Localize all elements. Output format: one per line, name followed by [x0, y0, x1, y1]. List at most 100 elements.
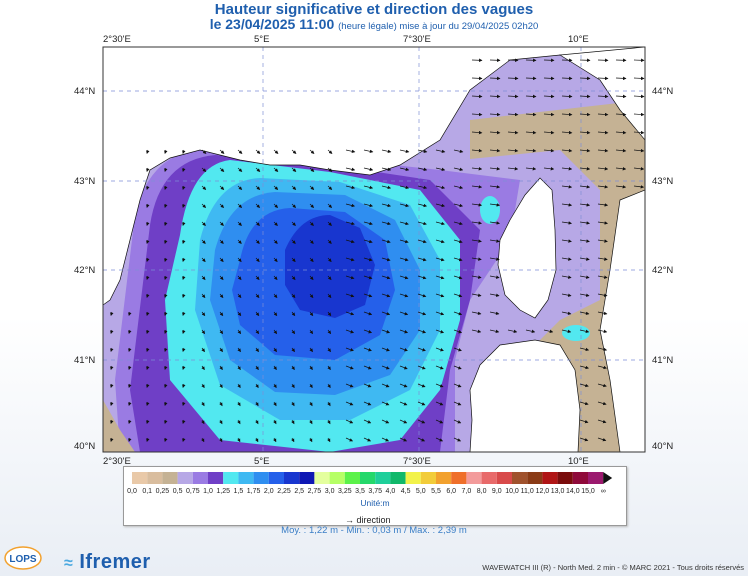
- direction-arrow-icon: [164, 239, 168, 245]
- direction-arrow-icon: [597, 275, 608, 279]
- legend-swatch: [375, 472, 391, 484]
- direction-arrow-icon: [579, 130, 591, 135]
- direction-arrow-icon: [345, 347, 354, 352]
- direction-arrow-icon: [471, 275, 482, 279]
- direction-arrow-icon: [201, 221, 206, 227]
- direction-arrow-icon: [381, 221, 391, 226]
- direction-arrow-icon: [219, 149, 225, 154]
- lat-label-right-2: 43°N: [652, 176, 674, 187]
- direction-arrow-icon: [309, 365, 313, 371]
- direction-arrow-icon: [399, 167, 410, 172]
- direction-arrow-icon: [327, 185, 333, 190]
- direction-arrow-icon: [327, 347, 331, 353]
- direction-arrow-icon: [164, 437, 168, 443]
- direction-arrow-icon: [453, 203, 464, 208]
- direction-arrow-icon: [489, 112, 501, 117]
- direction-arrow-icon: [219, 329, 224, 335]
- direction-arrow-icon: [327, 329, 332, 335]
- direction-arrow-icon: [345, 239, 355, 244]
- direction-arrow-icon: [597, 130, 609, 135]
- direction-arrow-icon: [291, 401, 295, 407]
- legend-value: 3,25: [337, 488, 352, 495]
- direction-arrow-icon: [453, 221, 463, 226]
- direction-arrow-icon: [255, 437, 259, 443]
- direction-arrow-icon: [237, 203, 243, 209]
- direction-arrow-icon: [164, 203, 168, 209]
- direction-arrow-icon: [507, 130, 519, 135]
- direction-arrow-icon: [471, 112, 483, 117]
- direction-arrow-icon: [597, 257, 608, 261]
- direction-arrow-icon: [417, 239, 427, 244]
- legend-swatch: [436, 472, 452, 484]
- direction-arrow-icon: [381, 203, 392, 208]
- direction-arrow-icon: [309, 203, 315, 209]
- legend-swatch: [208, 472, 224, 484]
- lat-label-right-3: 42°N: [652, 265, 674, 276]
- map-frame: [102, 46, 646, 453]
- direction-arrow-icon: [128, 329, 132, 335]
- legend-value: 1,75: [246, 488, 261, 495]
- direction-arrow-icon: [182, 347, 186, 353]
- direction-arrow-icon: [453, 167, 464, 172]
- direction-arrow-icon: [291, 311, 296, 317]
- direction-arrow-icon: [471, 293, 482, 297]
- legend-value: 4,0: [385, 488, 396, 495]
- direction-arrow-icon: [327, 257, 332, 263]
- legend-swatch: [299, 472, 315, 484]
- direction-arrow-icon: [525, 166, 537, 171]
- lat-label-left-4: 41°N: [74, 355, 96, 366]
- direction-arrow-icon: [507, 329, 518, 334]
- direction-arrow-icon: [381, 185, 392, 190]
- direction-arrow-icon: [561, 221, 572, 225]
- direction-arrow-icon: [291, 347, 295, 353]
- direction-arrow-icon: [327, 401, 331, 407]
- direction-arrow-icon: [363, 257, 373, 262]
- direction-arrow-icon: [579, 112, 591, 117]
- direction-arrow-icon: [201, 365, 205, 371]
- legend-value: 7,0: [461, 488, 472, 495]
- direction-arrow-icon: [201, 383, 205, 389]
- direction-arrow-icon: [273, 365, 277, 371]
- direction-arrow-icon: [164, 365, 168, 371]
- direction-arrow-icon: [327, 203, 333, 209]
- direction-arrow-icon: [399, 275, 409, 280]
- legend-swatch: [542, 472, 558, 484]
- direction-arrow-icon: [201, 347, 205, 353]
- direction-arrow-icon: [345, 419, 354, 424]
- direction-arrow-icon: [164, 149, 168, 155]
- legend-value: 11,0: [520, 488, 534, 495]
- direction-arrow-icon: [435, 347, 444, 352]
- direction-arrow-icon: [219, 419, 223, 425]
- direction-arrow-icon: [237, 185, 243, 190]
- direction-arrow-icon: [435, 401, 444, 406]
- direction-arrow-icon: [453, 347, 462, 352]
- stats-line: Moy. : 1,22 m - Min. : 0,03 m / Max. : 2…: [281, 525, 467, 536]
- direction-arrow-icon: [309, 185, 315, 190]
- direction-arrow-icon: [219, 293, 224, 299]
- direction-arrow-icon: [273, 401, 277, 407]
- direction-arrow-icon: [489, 293, 500, 297]
- legend-value: 0,25: [155, 488, 170, 495]
- direction-arrow-icon: [597, 185, 609, 189]
- direction-arrow-icon: [597, 437, 607, 442]
- lon-label-bottom-3: 7°30'E: [403, 456, 431, 467]
- direction-arrow-icon: [435, 383, 444, 388]
- direction-arrow-icon: [597, 239, 608, 243]
- direction-arrow-icon: [435, 185, 446, 190]
- lat-label-left-3: 42°N: [74, 265, 96, 276]
- direction-arrow-icon: [525, 112, 537, 117]
- direction-arrow-icon: [489, 94, 501, 99]
- direction-arrow-icon: [363, 203, 374, 208]
- lon-label-top-4: 10°E: [568, 34, 589, 45]
- direction-arrow-icon: [417, 383, 426, 388]
- legend-swatch: [314, 472, 330, 484]
- direction-arrow-icon: [309, 419, 313, 425]
- direction-arrow-icon: [561, 148, 573, 153]
- direction-arrow-icon: [273, 257, 278, 263]
- direction-arrow-icon: [146, 221, 150, 227]
- lat-label-right-4: 41°N: [652, 355, 674, 366]
- direction-arrow-icon: [255, 401, 259, 407]
- direction-arrow-icon: [273, 293, 278, 299]
- direction-arrow-icon: [164, 221, 168, 227]
- legend-swatch: [162, 472, 178, 484]
